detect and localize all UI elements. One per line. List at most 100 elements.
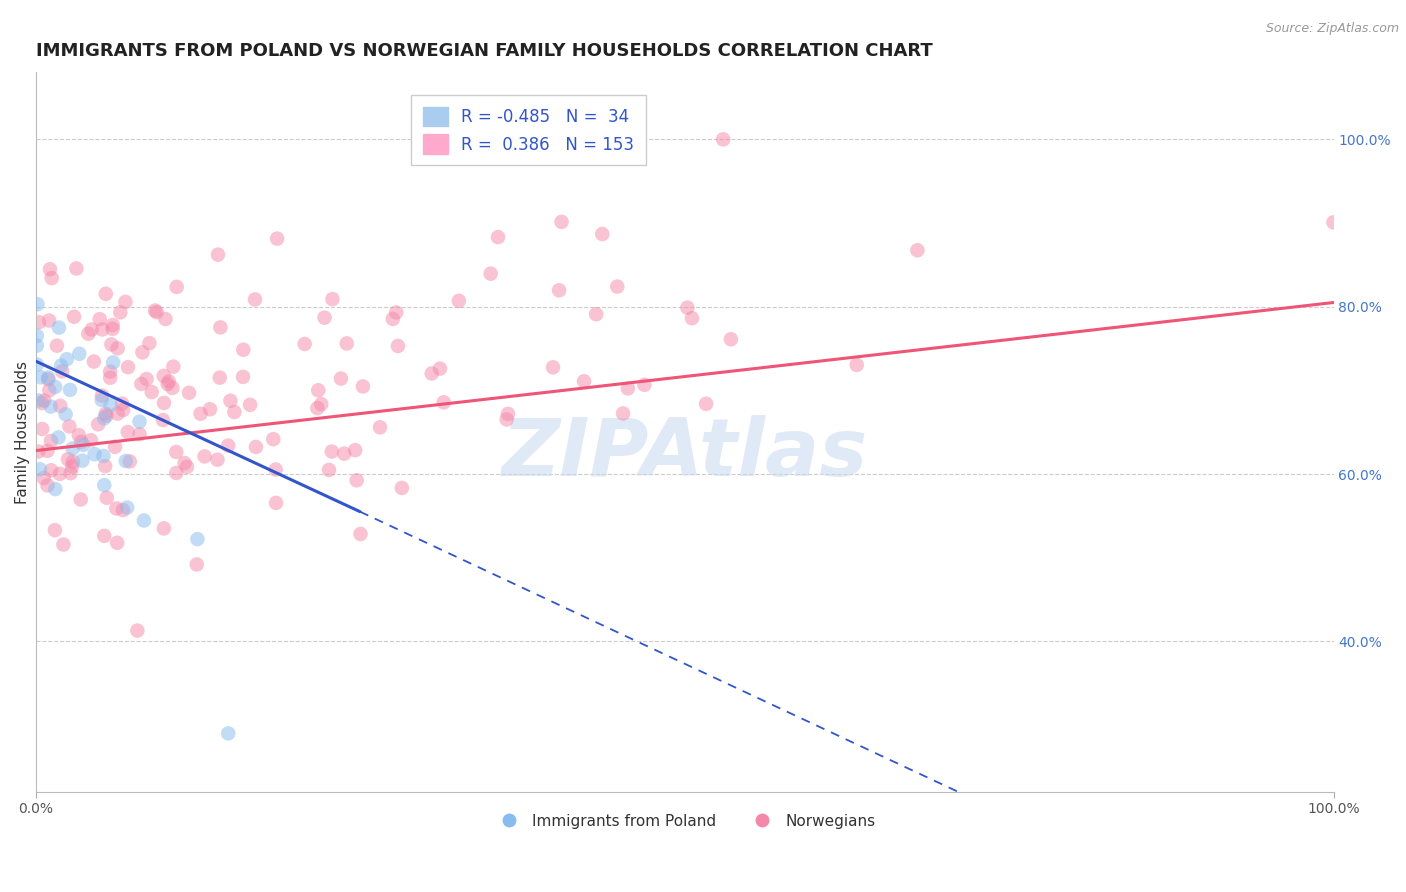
Point	[165, 466, 187, 480]
Point	[28, 315, 51, 329]
Point	[69, 492, 91, 507]
Point	[100, 398, 122, 412]
Point	[845, 358, 868, 372]
Point	[262, 432, 284, 446]
Point	[114, 294, 136, 309]
Point	[45, 339, 67, 353]
Point	[80, 322, 103, 336]
Point	[49, 359, 72, 373]
Point	[381, 312, 404, 326]
Point	[429, 361, 451, 376]
Point	[245, 440, 267, 454]
Point	[264, 462, 287, 476]
Point	[572, 374, 595, 388]
Point	[591, 227, 613, 241]
Legend: Immigrants from Poland, Norwegians: Immigrants from Poland, Norwegians	[488, 807, 882, 835]
Point	[48, 320, 70, 334]
Point	[96, 491, 118, 505]
Point	[165, 445, 187, 459]
Point	[59, 383, 82, 397]
Point	[80, 434, 103, 448]
Point	[105, 501, 128, 516]
Point	[153, 521, 176, 535]
Y-axis label: Family Households: Family Households	[15, 360, 30, 504]
Point	[83, 354, 105, 368]
Point	[131, 376, 153, 391]
Point	[162, 359, 184, 374]
Point	[67, 347, 90, 361]
Point	[32, 393, 55, 408]
Point	[541, 360, 564, 375]
Point	[152, 368, 174, 383]
Point	[1322, 215, 1344, 229]
Point	[59, 466, 82, 480]
Point	[30, 370, 52, 384]
Point	[55, 352, 77, 367]
Point	[39, 400, 62, 414]
Point	[83, 447, 105, 461]
Point	[96, 409, 118, 423]
Point	[333, 447, 356, 461]
Text: Source: ZipAtlas.com: Source: ZipAtlas.com	[1265, 22, 1399, 36]
Point	[186, 558, 208, 572]
Point	[550, 215, 572, 229]
Point	[633, 377, 655, 392]
Point	[152, 413, 174, 427]
Point	[115, 500, 138, 515]
Point	[49, 399, 72, 413]
Point	[38, 384, 60, 398]
Point	[166, 280, 188, 294]
Point	[65, 261, 87, 276]
Point	[695, 397, 717, 411]
Point	[94, 407, 117, 421]
Point	[37, 372, 59, 386]
Point	[44, 380, 66, 394]
Point	[94, 286, 117, 301]
Point	[239, 398, 262, 412]
Point	[217, 439, 239, 453]
Point	[368, 420, 391, 434]
Point	[155, 312, 177, 326]
Text: IMMIGRANTS FROM POLAND VS NORWEGIAN FAMILY HOUSEHOLDS CORRELATION CHART: IMMIGRANTS FROM POLAND VS NORWEGIAN FAMI…	[35, 42, 932, 60]
Point	[309, 397, 332, 411]
Point	[329, 371, 352, 385]
Point	[52, 537, 75, 551]
Point	[143, 303, 166, 318]
Point	[447, 293, 470, 308]
Point	[318, 463, 340, 477]
Point	[131, 345, 153, 359]
Point	[617, 381, 640, 395]
Point	[94, 458, 117, 473]
Point	[145, 305, 167, 319]
Point	[27, 393, 49, 408]
Point	[186, 532, 208, 546]
Point	[28, 462, 51, 476]
Point	[433, 395, 456, 409]
Point	[391, 481, 413, 495]
Point	[37, 443, 59, 458]
Point	[344, 443, 367, 458]
Point	[190, 407, 212, 421]
Point	[207, 452, 229, 467]
Point	[198, 402, 221, 417]
Point	[346, 473, 368, 487]
Point	[44, 482, 66, 496]
Point	[307, 384, 329, 398]
Point	[219, 393, 242, 408]
Point	[77, 326, 100, 341]
Point	[60, 459, 83, 474]
Point	[336, 336, 359, 351]
Point	[117, 360, 139, 375]
Point	[294, 337, 316, 351]
Point	[321, 444, 343, 458]
Point	[27, 444, 49, 458]
Point	[39, 463, 62, 477]
Point	[72, 453, 94, 467]
Point	[31, 422, 53, 436]
Point	[194, 450, 217, 464]
Point	[25, 328, 48, 343]
Point	[118, 454, 141, 468]
Point	[128, 415, 150, 429]
Point	[49, 467, 72, 481]
Point	[37, 478, 59, 492]
